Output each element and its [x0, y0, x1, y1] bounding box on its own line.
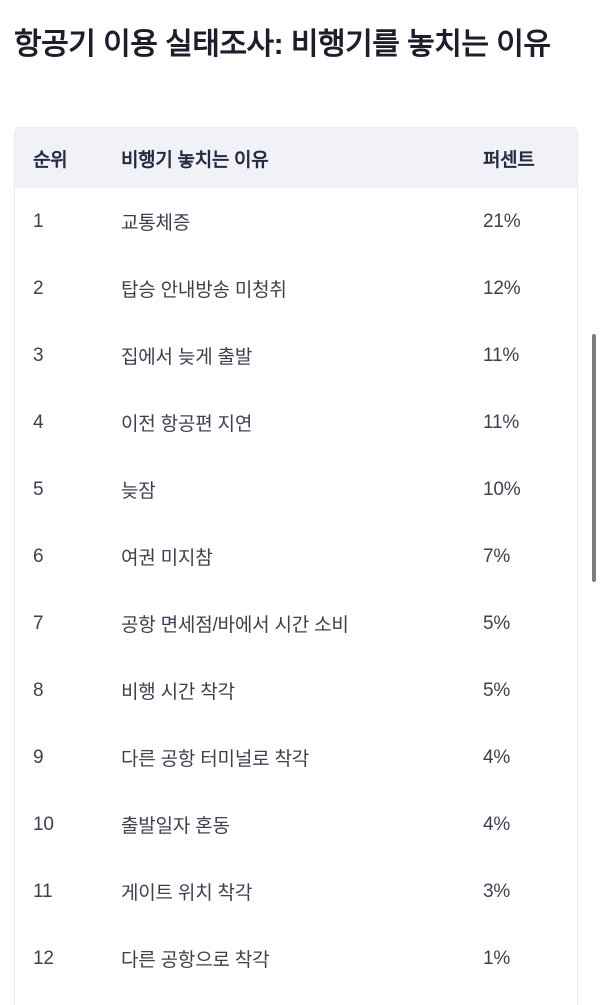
table-row: 2 탑승 안내방송 미청취 12%	[15, 255, 577, 322]
percent-cell: 1%	[483, 947, 511, 969]
table-row: 3 집에서 늦게 출발 11%	[15, 322, 577, 389]
reason-cell: 이전 항공편 지연	[121, 414, 253, 435]
reason-cell: 늦잠	[121, 481, 156, 502]
percent-cell: 10%	[483, 478, 521, 500]
percent-cell: 4%	[483, 746, 511, 768]
header-reason: 비행기 놓치는 이유	[121, 149, 269, 171]
table-row: 6 여권 미지참 7%	[15, 523, 577, 590]
table-row: 10 출발일자 혼동 4%	[15, 791, 577, 858]
page-title: 항공기 이용 실태조사: 비행기를 놓치는 이유	[14, 28, 551, 62]
rank-cell: 9	[33, 746, 44, 768]
rank-cell: 5	[33, 478, 44, 500]
percent-cell: 12%	[483, 277, 521, 299]
table-row: 11 게이트 위치 착각 3%	[15, 858, 577, 925]
header-percent: 퍼센트	[483, 149, 535, 171]
table-row: 7 공항 면세점/바에서 시간 소비 5%	[15, 590, 577, 657]
percent-cell: 7%	[483, 545, 511, 567]
reason-cell: 게이트 위치 착각	[121, 883, 253, 904]
table-header-row: 순위 비행기 놓치는 이유 퍼센트	[15, 128, 577, 188]
reason-cell: 탑승 안내방송 미청취	[121, 280, 287, 301]
table-row: 4 이전 항공편 지연 11%	[15, 389, 577, 456]
percent-cell: 5%	[483, 612, 511, 634]
reason-cell: 비행 시간 착각	[121, 682, 235, 703]
percent-cell: 11%	[483, 344, 520, 366]
reason-cell: 교통체증	[121, 213, 191, 234]
percent-cell: 5%	[483, 679, 511, 701]
rank-cell: 1	[33, 210, 44, 232]
rank-cell: 6	[33, 545, 44, 567]
scrollbar-thumb[interactable]	[592, 334, 596, 582]
rank-cell: 8	[33, 679, 44, 701]
table-row: 9 다른 공항 터미널로 착각 4%	[15, 724, 577, 791]
reason-cell: 공항 면세점/바에서 시간 소비	[121, 615, 349, 636]
table-row: 8 비행 시간 착각 5%	[15, 657, 577, 724]
rank-cell: 4	[33, 411, 44, 433]
rank-cell: 10	[33, 813, 54, 835]
rank-cell: 11	[33, 880, 53, 902]
percent-cell: 11%	[483, 411, 520, 433]
rank-cell: 7	[33, 612, 44, 634]
reason-cell: 집에서 늦게 출발	[121, 347, 253, 368]
rank-cell: 12	[33, 947, 54, 969]
percent-cell: 4%	[483, 813, 511, 835]
table-row: 1 교통체증 21%	[15, 188, 577, 255]
table-row: 12 다른 공항으로 착각 1%	[15, 925, 577, 992]
rank-cell: 3	[33, 344, 44, 366]
percent-cell: 3%	[483, 880, 511, 902]
missed-flight-reasons-table: 순위 비행기 놓치는 이유 퍼센트 1 교통체증 21% 2 탑승 안내방송 미…	[14, 127, 578, 1005]
reason-cell: 다른 공항 터미널로 착각	[121, 749, 310, 770]
table-row: 5 늦잠 10%	[15, 456, 577, 523]
rank-cell: 2	[33, 277, 44, 299]
header-rank: 순위	[33, 149, 68, 171]
reason-cell: 출발일자 혼동	[121, 816, 230, 837]
reason-cell: 다른 공항으로 착각	[121, 950, 270, 971]
percent-cell: 21%	[483, 210, 521, 232]
reason-cell: 여권 미지참	[121, 548, 213, 569]
